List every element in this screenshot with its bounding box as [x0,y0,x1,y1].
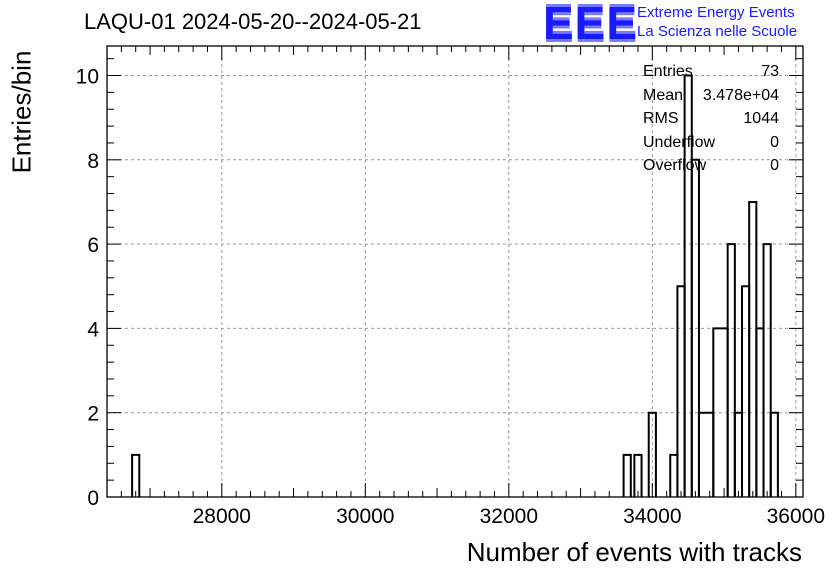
eee-logo: EEE [543,0,639,49]
histogram-bin-8 [697,411,715,497]
histogram-bin-1 [622,453,632,497]
stats-underflow-value: 0 [770,133,779,151]
histogram-bin-10 [726,243,736,497]
stats-rms-value: 1044 [743,110,779,127]
stats-box: Entries 73 Mean 3.478e+04 RMS 1044 Under… [643,60,779,178]
x-tick-label-1: 30000 [336,505,394,528]
y-tick-label-3: 6 [87,234,99,257]
stats-entries-value: 73 [761,63,779,80]
y-tick-label-5: 10 [76,66,99,89]
x-tick-label-3: 34000 [623,505,681,528]
stats-mean-value: 3.478e+04 [702,86,779,104]
x-axis-label: Number of events with tracks [466,537,802,567]
logo-line-1: Extreme Energy Events [637,4,795,21]
x-tick-label-0: 28000 [193,505,251,528]
histogram-bin-16 [769,411,779,497]
histogram-bin-13 [748,200,758,497]
stats-rms-label: RMS [643,110,679,127]
stats-entries-label: Entries [643,63,693,80]
plot-frame [106,45,804,498]
stats-overflow-label: Overflow [643,157,707,174]
x-tick-label-2: 32000 [480,505,538,528]
y-axis-label: Entries/bin [6,50,37,174]
histogram-bin-4 [669,453,679,497]
histogram-bin-11 [733,411,744,497]
y-tick-label-0: 0 [87,487,99,510]
chart-title: LAQU-01 2024-05-20--2024-05-21 [84,9,422,34]
y-tick-label-2: 4 [87,318,99,341]
histogram-bin-7 [690,158,700,497]
stats-row-underflow: Underflow 0 [643,131,779,155]
stats-underflow-label: Underflow [643,133,716,151]
stats-row-overflow: Overflow 0 [643,154,779,178]
histogram-bin-12 [741,285,751,497]
histogram-bin-0 [131,453,141,497]
stats-row-mean: Mean 3.478e+04 [643,84,779,108]
stats-overflow-value: 0 [770,157,779,174]
histogram-bin-3 [647,411,657,497]
histogram-bin-2 [633,453,643,497]
logo-line-2: La Scienza nelle Scuole [637,23,798,40]
y-tick-label-4: 8 [87,150,99,173]
stats-row-entries: Entries 73 [643,60,779,84]
stats-mean-label: Mean [643,86,684,104]
stats-row-rms: RMS 1044 [643,107,779,131]
x-tick-label-4: 36000 [767,505,825,528]
histogram-bin-5 [676,285,686,497]
eee-logo-text: Extreme Energy Events La Scienza nelle S… [637,3,797,41]
histogram-bin-15 [762,243,772,497]
y-tick-label-1: 2 [87,403,99,426]
